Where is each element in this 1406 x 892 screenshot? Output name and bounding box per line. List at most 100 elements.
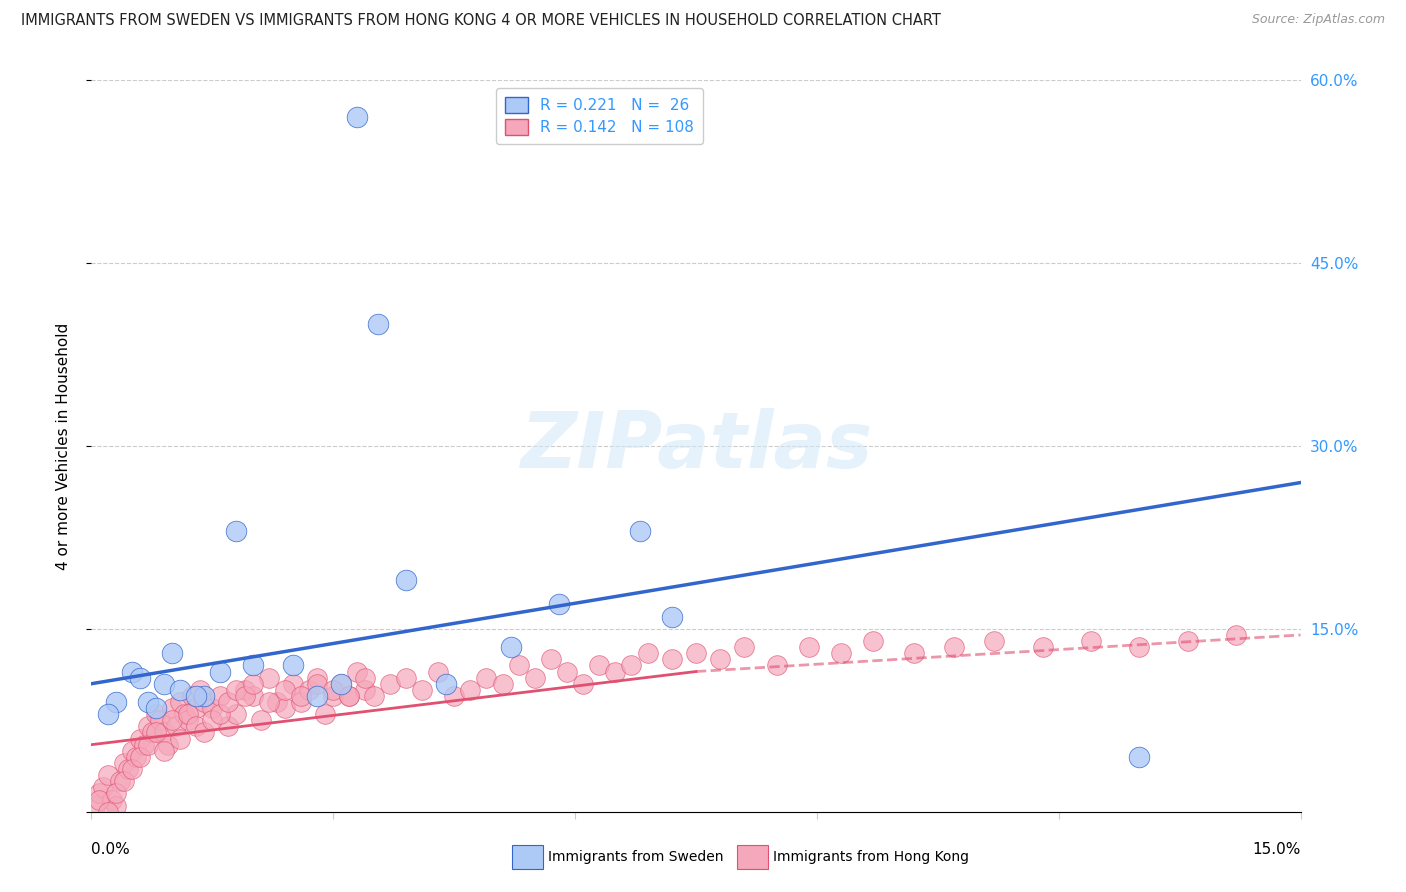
Point — [160, 714, 183, 728]
Point — [307, 689, 329, 703]
Point — [169, 682, 191, 697]
Point — [112, 774, 135, 789]
Point — [290, 689, 312, 703]
Point — [153, 725, 176, 739]
Point — [290, 695, 312, 709]
Point — [145, 707, 167, 722]
Point — [314, 707, 336, 722]
Point — [378, 676, 401, 690]
Text: ZIPatlas: ZIPatlas — [520, 408, 872, 484]
Text: Source: ZipAtlas.com: Source: ZipAtlas.com — [1251, 13, 1385, 27]
Point — [169, 731, 191, 746]
Point — [136, 738, 159, 752]
Point — [117, 762, 139, 776]
Point — [177, 714, 200, 728]
Point — [136, 695, 159, 709]
Point — [153, 744, 176, 758]
Point — [354, 671, 377, 685]
Point — [108, 774, 131, 789]
Point — [298, 682, 321, 697]
Point — [145, 725, 167, 739]
Point — [330, 676, 353, 690]
Point — [173, 707, 195, 722]
Point — [165, 719, 187, 733]
Point — [89, 787, 111, 801]
Point — [685, 646, 707, 660]
Point — [307, 676, 329, 690]
Point — [188, 682, 211, 697]
Point — [337, 689, 360, 703]
Point — [411, 682, 433, 697]
Point — [830, 646, 852, 660]
Point — [499, 640, 522, 655]
Point — [225, 707, 247, 722]
Point — [217, 695, 239, 709]
Point — [193, 695, 215, 709]
Point — [193, 725, 215, 739]
Point — [1080, 634, 1102, 648]
Point — [128, 731, 150, 746]
Point — [903, 646, 925, 660]
Point — [637, 646, 659, 660]
Point — [491, 676, 513, 690]
Point — [395, 573, 418, 587]
Point — [765, 658, 787, 673]
Point — [121, 665, 143, 679]
Point — [156, 738, 179, 752]
Point — [733, 640, 755, 655]
Point — [274, 682, 297, 697]
Point — [96, 805, 118, 819]
Point — [104, 695, 127, 709]
Point — [186, 701, 208, 715]
Point — [257, 695, 280, 709]
Point — [233, 689, 256, 703]
Point — [1128, 749, 1150, 764]
Point — [322, 689, 344, 703]
Legend: R = 0.221   N =  26, R = 0.142   N = 108: R = 0.221 N = 26, R = 0.142 N = 108 — [495, 88, 703, 145]
Point — [186, 689, 208, 703]
Point — [242, 689, 264, 703]
Point — [141, 725, 163, 739]
Point — [104, 787, 127, 801]
Point — [128, 671, 150, 685]
Point — [242, 658, 264, 673]
Point — [121, 762, 143, 776]
Point — [661, 609, 683, 624]
Point — [128, 749, 150, 764]
Point — [983, 634, 1005, 648]
Point — [572, 676, 595, 690]
Point — [201, 701, 224, 715]
Point — [322, 682, 344, 697]
Point — [1128, 640, 1150, 655]
Point — [89, 792, 111, 806]
Point — [337, 689, 360, 703]
Point — [555, 665, 578, 679]
Point — [540, 652, 562, 666]
Point — [508, 658, 530, 673]
Point — [160, 646, 183, 660]
Point — [160, 701, 183, 715]
Point — [274, 701, 297, 715]
Point — [281, 676, 304, 690]
Text: Immigrants from Hong Kong: Immigrants from Hong Kong — [773, 850, 969, 864]
Point — [548, 598, 571, 612]
Text: Immigrants from Sweden: Immigrants from Sweden — [548, 850, 724, 864]
Point — [458, 682, 481, 697]
Point — [225, 524, 247, 539]
Point — [153, 676, 176, 690]
Point — [434, 676, 457, 690]
Point — [112, 756, 135, 770]
Point — [181, 689, 204, 703]
Point — [132, 738, 155, 752]
Point — [242, 676, 264, 690]
Point — [121, 744, 143, 758]
Point — [620, 658, 643, 673]
Point — [862, 634, 884, 648]
Point — [169, 695, 191, 709]
Point — [100, 792, 122, 806]
Point — [443, 689, 465, 703]
Point — [266, 695, 288, 709]
Y-axis label: 4 or more Vehicles in Household: 4 or more Vehicles in Household — [56, 322, 70, 570]
Text: 0.0%: 0.0% — [91, 842, 131, 856]
Point — [346, 110, 368, 124]
